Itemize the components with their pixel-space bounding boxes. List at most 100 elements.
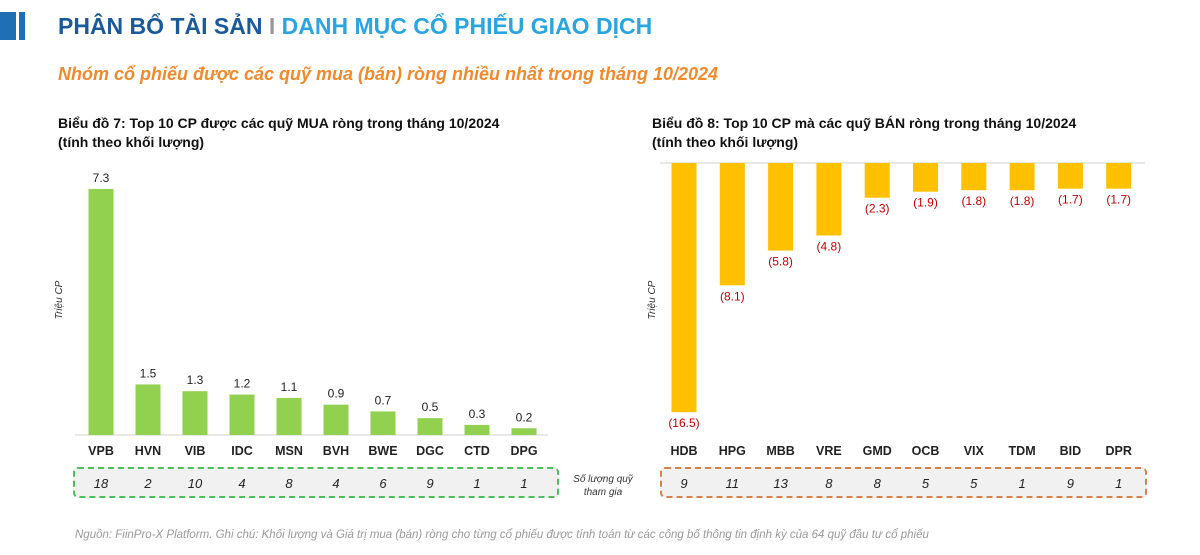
title-part2: DANH MỤC CỔ PHIẾU GIAO DỊCH [281, 13, 653, 39]
chart7-fund-count: 2 [143, 476, 152, 491]
chart8-bar-tdm [1009, 163, 1035, 191]
chart7-data-label: 0.2 [516, 410, 533, 424]
chart8-data-label: (4.8) [817, 239, 842, 253]
chart8-data-label: (1.7) [1058, 193, 1083, 207]
chart7-fund-count: 18 [94, 476, 109, 491]
chart7-data-label: 1.3 [187, 373, 204, 387]
chart7-category-label: VIB [185, 444, 206, 458]
chart8-data-label: (16.5) [668, 416, 699, 430]
chart8-fund-count: 11 [726, 476, 740, 491]
chart7-bar-idc [229, 394, 255, 435]
chart8-fund-count: 9 [680, 476, 687, 491]
chart7-fund-count: 10 [188, 476, 203, 491]
chart7-bar-hvn [135, 384, 161, 435]
section-subtitle: Nhóm cổ phiếu được các quỹ mua (bán) ròn… [58, 64, 719, 84]
chart7-bar-vib [182, 391, 208, 435]
chart7-fund-count: 1 [473, 476, 480, 491]
chart8-category-label: HDB [670, 444, 697, 458]
chart7-data-label: 0.5 [422, 400, 439, 414]
chart8-title-line: Biểu đồ 8: Top 10 CP mà các quỹ BÁN ròng… [652, 115, 1077, 131]
chart8-bar-dpr [1106, 163, 1132, 189]
chart8-category-label: TDM [1009, 444, 1036, 458]
chart7-bar-bvh [323, 404, 349, 435]
chart8-fund-count: 9 [1067, 476, 1074, 491]
chart8-category-label: BID [1060, 444, 1082, 458]
chart7-category-label: BWE [368, 444, 397, 458]
chart7-subtitle: (tính theo khối lượng) [58, 134, 205, 150]
chart8-fund-count: 1 [1018, 476, 1025, 491]
chart8-fund-count: 5 [922, 476, 930, 491]
chart8-subtitle: (tính theo khối lượng) [652, 134, 799, 150]
chart7-category-label: DPG [510, 444, 537, 458]
chart8-fund-count-box [660, 467, 1147, 498]
chart7-bar-dpg [511, 428, 537, 435]
chart8-title: Biểu đồ 8: Top 10 CP mà các quỹ BÁN ròng… [652, 114, 1076, 152]
chart8-data-label: (1.8) [1010, 194, 1035, 208]
chart8-data-label: (8.1) [720, 289, 745, 303]
chart7-fund-count: 6 [379, 476, 387, 491]
chart7-fund-count: 4 [238, 476, 245, 491]
chart8-y-axis-label: Triệu CP [647, 280, 658, 319]
chart8-category-label: GMD [863, 444, 892, 458]
chart7-fund-count: 1 [520, 476, 527, 491]
chart8-category-label: HPG [719, 444, 746, 458]
chart8-data-label: (2.3) [865, 202, 890, 216]
chart7-data-label: 7.3 [93, 171, 110, 185]
chart8-data-label: (5.8) [768, 255, 793, 269]
chart8-category-label: MBB [766, 444, 794, 458]
chart7-category-label: DGC [416, 444, 444, 458]
chart7-title: Biểu đồ 7: Top 10 CP được các quỹ MUA rò… [58, 114, 499, 152]
chart7-y-axis-label: Triệu CP [54, 280, 65, 319]
header-accent-bar-thin [19, 12, 25, 40]
chart7-bar-bwe [370, 411, 396, 435]
chart7-data-label: 1.1 [281, 380, 298, 394]
chart7-category-label: HVN [135, 444, 161, 458]
chart7-bar-vpb [88, 188, 114, 435]
page-title: PHÂN BỔ TÀI SẢN I DANH MỤC CỔ PHIẾU GIAO… [58, 13, 652, 40]
fund-count-label: Số lượng quỹ tham gia [573, 474, 633, 498]
chart8-fund-count: 8 [874, 476, 882, 491]
chart7-bar-dgc [417, 418, 443, 435]
chart7-data-label: 0.9 [328, 387, 345, 401]
chart8-bar-vix [961, 163, 987, 191]
chart7-data-label: 0.3 [469, 407, 486, 421]
chart8-data-label: (1.8) [961, 194, 986, 208]
chart8-bar-mbb [768, 163, 794, 251]
chart7-data-label: 1.5 [140, 366, 157, 380]
chart7-data-label: 1.2 [234, 377, 251, 391]
chart8-fund-count: 8 [825, 476, 833, 491]
chart8-bar-vre [816, 163, 842, 236]
source-note: Nguồn: FiinPro-X Platform. Ghi chú: Khối… [75, 529, 929, 541]
chart8-category-label: DPR [1105, 444, 1131, 458]
chart8-bar-ocb [913, 163, 938, 192]
chart7-fund-count: 8 [285, 476, 293, 491]
chart7-category-label: CTD [464, 444, 490, 458]
chart7-title-line: Biểu đồ 7: Top 10 CP được các quỹ MUA rò… [58, 115, 500, 131]
chart7-category-label: BVH [323, 444, 349, 458]
chart8-bar-bid [1057, 163, 1083, 189]
chart8-bar-gmd [864, 163, 890, 198]
header-accent-bar [0, 12, 16, 40]
chart7-bar-ctd [464, 424, 490, 435]
chart8-category-label: OCB [912, 444, 940, 458]
chart7-category-label: MSN [275, 444, 303, 458]
title-separator: I [268, 13, 276, 39]
chart7-category-label: VPB [88, 444, 114, 458]
chart8-fund-count: 1 [1115, 476, 1122, 491]
title-part1: PHÂN BỔ TÀI SẢN [58, 13, 263, 39]
chart7-fund-count: 4 [332, 476, 339, 491]
chart8-data-label: (1.9) [913, 196, 938, 210]
chart8-data-label: (1.7) [1106, 193, 1131, 207]
chart7-data-label: 0.7 [375, 393, 392, 407]
chart8-bar-hdb [671, 163, 697, 413]
chart7-bar-msn [276, 397, 302, 435]
chart8-fund-count: 13 [773, 476, 788, 491]
chart7-category-label: IDC [231, 444, 253, 458]
chart7-fund-count-box [73, 467, 559, 498]
chart8-fund-count: 5 [970, 476, 978, 491]
chart8-bar-hpg [719, 163, 745, 286]
chart8-category-label: VRE [816, 444, 842, 458]
chart7-fund-count: 9 [426, 476, 433, 491]
chart8-category-label: VIX [964, 444, 985, 458]
